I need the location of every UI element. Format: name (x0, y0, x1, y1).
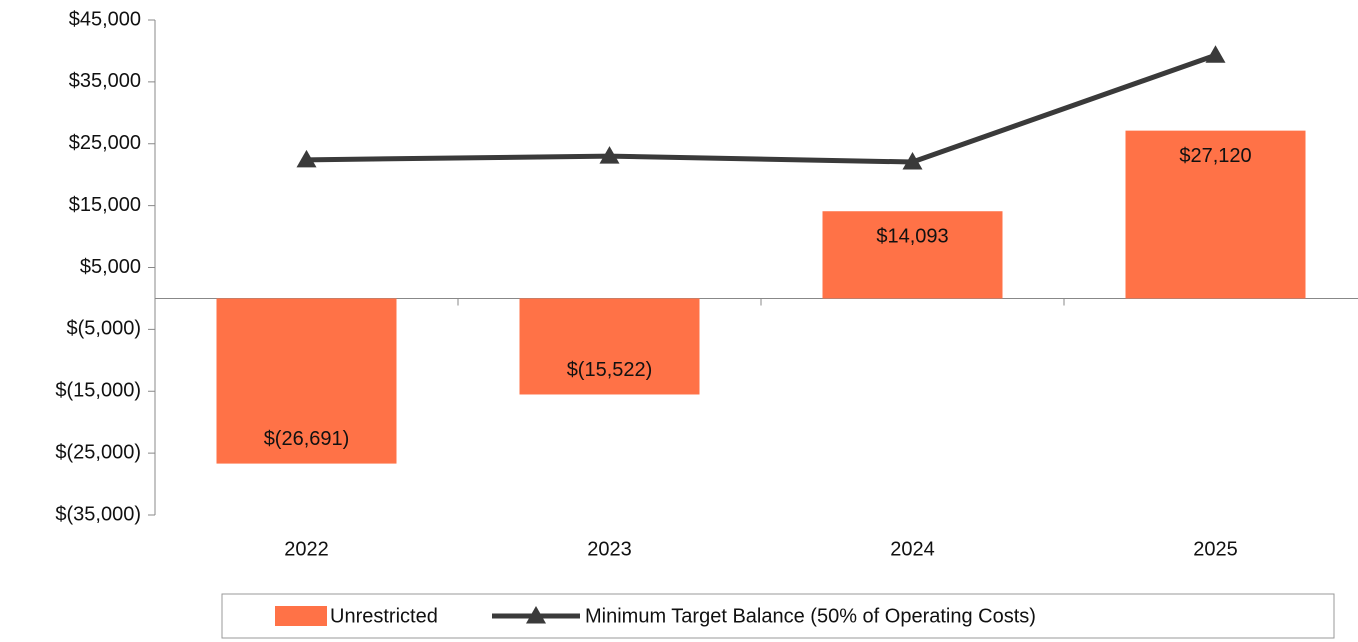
y-tick-label: $35,000 (69, 70, 141, 92)
bar (216, 298, 397, 464)
y-tick-label: $(15,000) (55, 380, 141, 402)
legend-label: Unrestricted (330, 605, 438, 627)
x-tick-label: 2025 (1193, 538, 1238, 560)
bar (519, 298, 700, 395)
data-label: $27,120 (1179, 145, 1251, 167)
data-label: $14,093 (876, 226, 948, 248)
line-marker (1205, 45, 1226, 63)
line (306, 52, 1217, 165)
data-label: $(26,691) (264, 428, 350, 450)
line-marker (296, 149, 317, 168)
y-tick-label: $(35,000) (55, 503, 141, 525)
line-marker (599, 146, 620, 164)
line-marker (902, 152, 923, 170)
y-tick-label: $(25,000) (55, 441, 141, 463)
x-tick-label: 2022 (284, 538, 329, 560)
y-tick-label: $15,000 (69, 194, 141, 216)
legend-marker (526, 606, 546, 624)
y-tick-label: $(5,000) (67, 318, 142, 340)
legend-label: Minimum Target Balance (50% of Operating… (585, 605, 1036, 627)
y-tick-label: $45,000 (69, 8, 141, 30)
bar (1125, 130, 1306, 299)
data-label: $(15,522) (567, 359, 653, 381)
legend-box (221, 593, 1335, 639)
y-tick-label: $25,000 (69, 132, 141, 154)
x-tick-label: 2024 (890, 538, 935, 560)
x-tick-label: 2023 (587, 538, 632, 560)
legend-swatch (275, 606, 327, 626)
y-tick-label: $5,000 (80, 256, 141, 278)
bar (822, 211, 1003, 299)
